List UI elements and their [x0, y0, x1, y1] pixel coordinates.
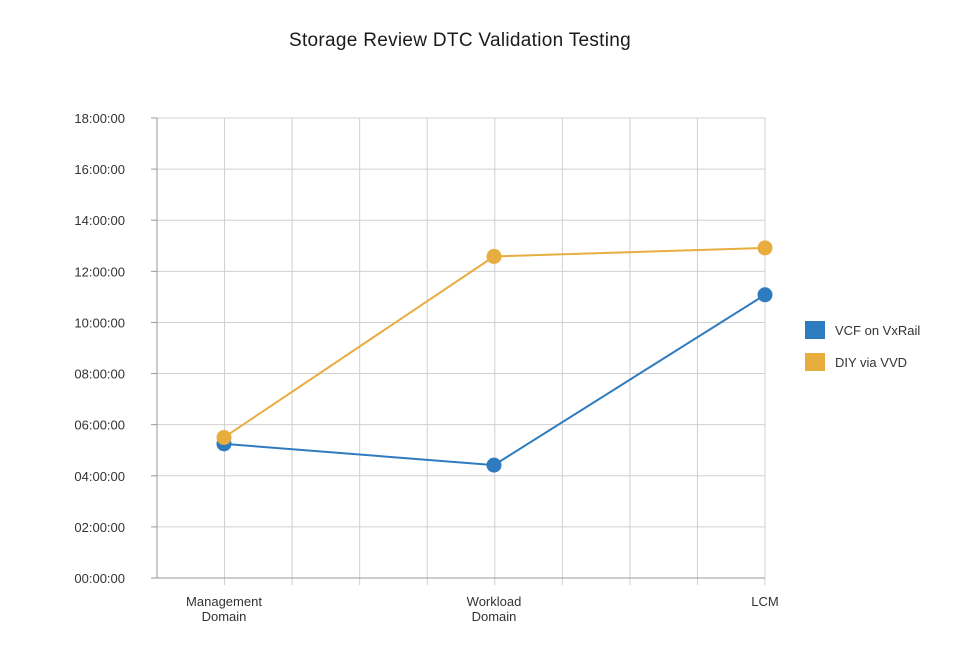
legend-label: DIY via VVD	[835, 355, 907, 370]
x-tick-label-line: Management	[186, 594, 262, 609]
data-point	[216, 429, 232, 445]
y-tick-label: 16:00:00	[74, 162, 125, 177]
y-tick-label: 08:00:00	[74, 367, 125, 382]
x-tick-label-line: Workload	[467, 594, 522, 609]
x-tick-label: Management Domain	[186, 594, 262, 624]
y-tick-label: 02:00:00	[74, 520, 125, 535]
grid	[157, 117, 766, 585]
axes: 00:00:00 02:00:00 04:00:00 06:00:00 08:00:00…	[74, 111, 778, 624]
x-tick-label-line: Domain	[202, 609, 247, 624]
legend-label: VCF on VxRail	[835, 323, 920, 338]
data-point	[486, 457, 502, 473]
legend-swatch	[805, 353, 825, 371]
y-tick-label: 18:00:00	[74, 111, 125, 126]
y-tick-label: 14:00:00	[74, 213, 125, 228]
chart-title: Storage Review DTC Validation Testing	[288, 30, 631, 51]
legend: VCF on VxRail DIY via VVD	[805, 321, 920, 371]
y-tick-label: 06:00:00	[74, 418, 125, 433]
x-tick-label-line: Domain	[472, 609, 517, 624]
y-tick-label: 04:00:00	[74, 469, 125, 484]
legend-swatch	[805, 321, 825, 339]
data-point	[486, 248, 502, 264]
data-point	[757, 287, 773, 303]
x-tick-label-line: LCM	[751, 594, 778, 609]
y-tick-label: 00:00:00	[74, 571, 125, 586]
y-tick-label: 12:00:00	[74, 264, 125, 279]
series	[216, 240, 773, 473]
x-tick-label: Workload Domain	[467, 594, 522, 624]
x-tick-label: LCM	[751, 594, 778, 609]
y-tick-label: 10:00:00	[74, 315, 125, 330]
data-point	[757, 240, 773, 256]
